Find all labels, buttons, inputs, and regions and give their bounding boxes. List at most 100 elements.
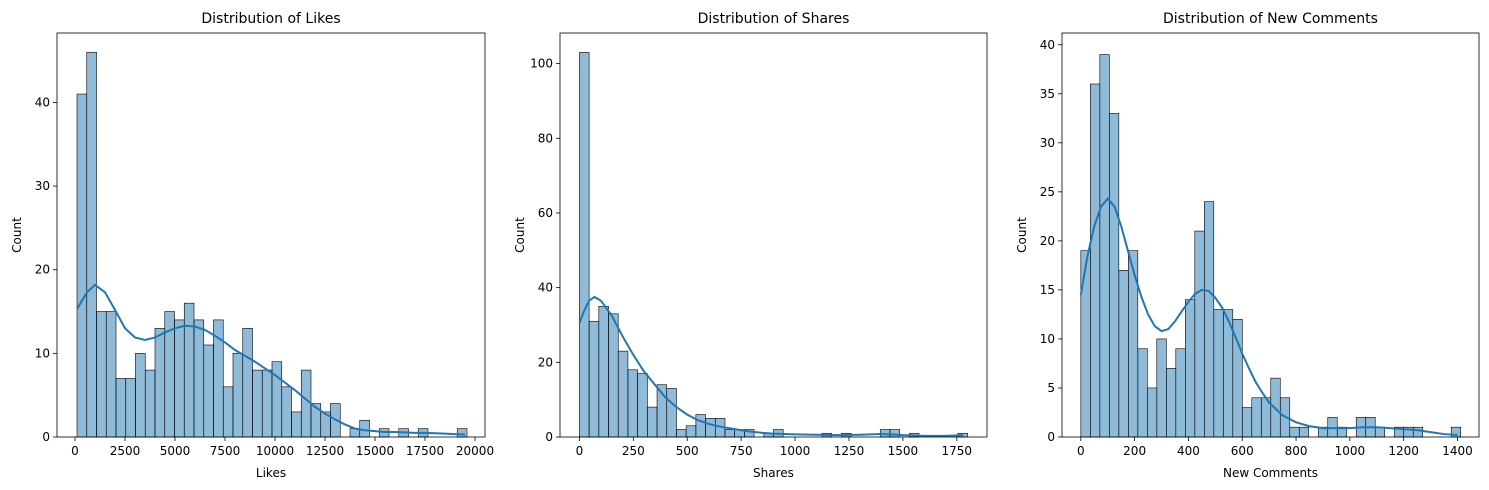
histogram-bar [1298, 426, 1310, 438]
x-tick-label: 1200 [1388, 444, 1419, 458]
histogram-bars [579, 52, 968, 438]
x-tick-label: 1000 [1335, 444, 1366, 458]
x-tick-label: 17500 [406, 444, 444, 458]
histogram-bar [193, 319, 205, 438]
histogram-bar [676, 429, 687, 438]
y-tick-label: 15 [1040, 283, 1055, 297]
histogram-bar [705, 418, 716, 438]
histogram-bar [685, 425, 697, 438]
histogram-bar [608, 313, 619, 438]
histogram-bar [242, 327, 253, 438]
y-tick-label: 100 [530, 57, 553, 71]
x-tick-label: 1400 [1442, 444, 1473, 458]
histogram-bar [579, 52, 590, 438]
y-axis-label: Count [10, 217, 24, 253]
histogram-bar [695, 414, 706, 438]
histogram-bar [647, 406, 658, 438]
histogram-bar [86, 51, 97, 438]
y-tick-label: 0 [1047, 430, 1055, 444]
y-tick-label: 25 [1040, 185, 1055, 199]
histogram-bar [1156, 338, 1167, 438]
histogram-bar [222, 386, 234, 438]
x-tick-label: 20000 [456, 444, 494, 458]
histogram-bar [889, 429, 900, 438]
histogram-bar [666, 388, 677, 438]
histogram-bar [1166, 368, 1177, 438]
histogram-bar [1203, 201, 1215, 438]
histogram-bar [627, 369, 638, 438]
kde-line [578, 295, 964, 437]
histogram-bar [281, 386, 292, 438]
x-tick-label: 0 [576, 444, 584, 458]
histogram-bar [144, 369, 156, 438]
histogram-bar [76, 93, 88, 438]
histogram-bar [598, 306, 609, 438]
histogram-bar [125, 378, 136, 438]
y-tick-label: 30 [1040, 136, 1055, 150]
x-axis-label: New Comments [1223, 466, 1318, 480]
y-tick-label: 10 [35, 346, 50, 360]
plot-frame [1061, 32, 1480, 438]
y-tick-label: 60 [538, 206, 553, 220]
y-tick-label: 40 [35, 95, 50, 109]
x-tick-label: 600 [1231, 444, 1254, 458]
histogram-bar [1251, 397, 1262, 438]
histogram-bar [252, 369, 263, 438]
histogram-bar [1184, 299, 1196, 438]
x-axis-label: Shares [753, 466, 794, 480]
y-tick-label: 5 [1047, 381, 1055, 395]
y-tick-label: 20 [1040, 234, 1055, 248]
x-tick-label: 10000 [256, 444, 294, 458]
histogram-bar [1118, 270, 1129, 438]
x-tick-label: 1250 [834, 444, 865, 458]
chart-panel-2: 0 250 500 750 1000 1250 1500 1750 0 20 40 60 80 100 Di… [513, 11, 988, 480]
x-tick-label: 750 [730, 444, 753, 458]
histogram-bar [203, 344, 214, 438]
kde-line [1079, 197, 1458, 437]
histogram-bar [588, 320, 600, 438]
histogram-bar [1175, 348, 1186, 438]
x-tick-label: 400 [1177, 444, 1200, 458]
y-tick-label: 30 [35, 179, 50, 193]
chart-title: Distribution of Likes [201, 11, 340, 27]
histogram-bar [261, 369, 273, 438]
histogram-bar [105, 311, 117, 438]
chart-title: Distribution of Shares [698, 11, 850, 27]
histogram-bar [1194, 230, 1205, 438]
histogram-bar [96, 311, 107, 438]
plot-frame [559, 32, 988, 438]
histogram-bar [115, 378, 127, 438]
x-tick-label: 15000 [356, 444, 394, 458]
histogram-bar [1241, 407, 1253, 438]
histogram-bar [135, 353, 146, 438]
histogram-bar [617, 350, 629, 438]
plot-frame [56, 32, 486, 438]
x-tick-label: 500 [676, 444, 699, 458]
histogram-bar [1232, 319, 1243, 438]
chart-panel-3: 0 200 400 600 800 1000 1200 1400 0 5 10 15 20 25 30 35 4… [1015, 11, 1480, 480]
histogram-bar [1289, 426, 1300, 438]
y-tick-label: 0 [545, 430, 553, 444]
histogram-bar [174, 319, 185, 438]
y-tick-label: 0 [42, 430, 50, 444]
y-tick-label: 80 [538, 131, 553, 145]
x-tick-label: 12500 [306, 444, 344, 458]
x-tick-label: 1750 [942, 444, 973, 458]
y-tick-label: 20 [35, 263, 50, 277]
x-tick-label: 5000 [160, 444, 191, 458]
x-tick-label: 2500 [110, 444, 141, 458]
chart-panel-1: 0 2500 5000 7500 10000 12500 15000 17500 20000 0 1… [10, 11, 494, 480]
histogram-bar [724, 429, 735, 438]
histogram-bar [1137, 348, 1148, 438]
histogram-bar [1099, 54, 1110, 438]
x-axis-label: Likes [256, 466, 286, 480]
histogram-bar [291, 411, 302, 438]
y-axis-label: Count [513, 217, 527, 253]
chart-title: Distribution of New Comments [1163, 11, 1378, 27]
y-tick-label: 40 [1040, 38, 1055, 52]
x-tick-label: 250 [622, 444, 645, 458]
y-tick-label: 20 [538, 355, 553, 369]
x-tick-label: 1500 [888, 444, 919, 458]
histogram-bar [1213, 309, 1224, 438]
x-tick-label: 1000 [780, 444, 811, 458]
